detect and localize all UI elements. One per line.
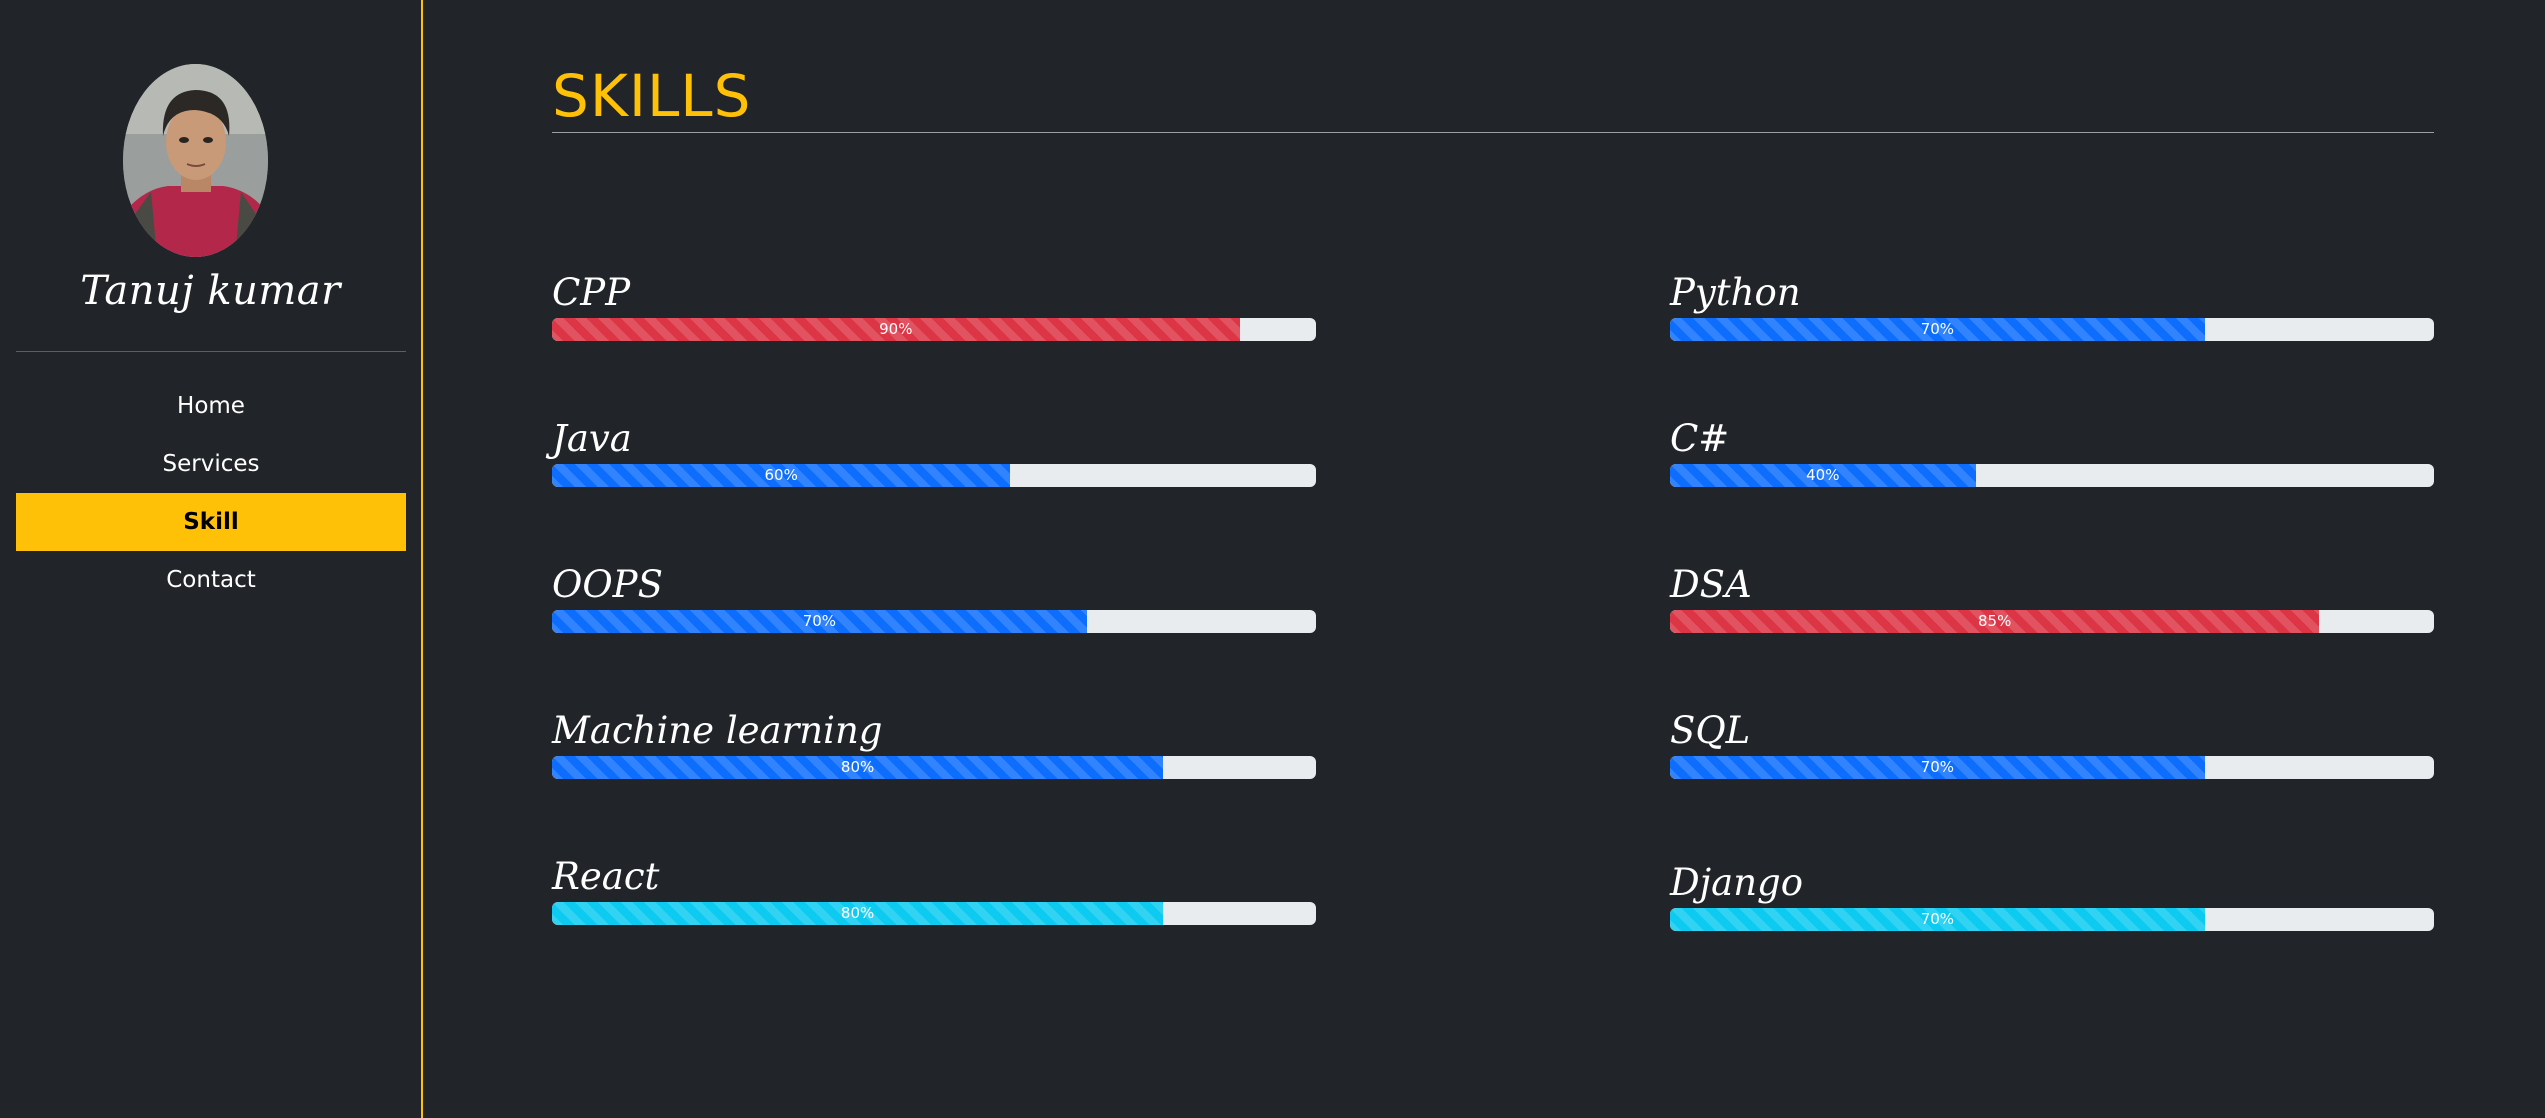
- skill-name: Python: [1670, 271, 1801, 314]
- progress-label: 70%: [1920, 758, 1955, 776]
- skill-item: Java 60%: [552, 414, 1316, 487]
- progress-fill: [552, 902, 1164, 925]
- progress-track: 85%: [1670, 610, 2434, 633]
- sidebar: Tanuj kumar Home Services Skill Contact: [0, 0, 423, 1118]
- progress-fill: [1670, 756, 2205, 779]
- skill-item: Machine learning 80%: [552, 706, 1316, 779]
- skill-name: React: [552, 855, 660, 898]
- progress-fill: [552, 756, 1164, 779]
- progress-label: 40%: [1806, 466, 1840, 484]
- progress-track: 70%: [1670, 756, 2434, 779]
- sidebar-nav: Home Services Skill Contact: [16, 377, 406, 609]
- progress-track: 70%: [1670, 908, 2434, 931]
- skill-name: Django: [1670, 861, 1803, 904]
- progress-fill: [552, 610, 1087, 633]
- page-title: SKILLS: [552, 62, 752, 130]
- progress-track: 90%: [552, 318, 1316, 341]
- progress-label: 80%: [840, 758, 875, 776]
- skill-name: SQL: [1670, 709, 1751, 752]
- progress-fill: [552, 464, 1011, 487]
- progress-label: 70%: [1920, 910, 1955, 928]
- progress-label: 85%: [1978, 612, 2012, 630]
- progress-fill: [1670, 610, 2320, 633]
- skill-name: OOPS: [552, 563, 663, 606]
- skill-item: Python 70%: [1670, 268, 2434, 341]
- profile-name: Tanuj kumar: [80, 268, 341, 314]
- skill-item: Django 70%: [1670, 858, 2434, 931]
- nav-item-skill[interactable]: Skill: [16, 493, 406, 551]
- profile-photo-icon: [123, 64, 268, 257]
- skill-item: C# 40%: [1670, 414, 2434, 487]
- progress-track: 70%: [1670, 318, 2434, 341]
- skill-name: Machine learning: [552, 709, 883, 752]
- progress-track: 40%: [1670, 464, 2434, 487]
- progress-fill: [1670, 318, 2205, 341]
- progress-track: 80%: [552, 902, 1316, 925]
- skill-name: C#: [1670, 417, 1730, 460]
- skill-name: Java: [552, 417, 632, 460]
- skill-item: DSA 85%: [1670, 560, 2434, 633]
- progress-track: 70%: [552, 610, 1316, 633]
- skill-item: CPP 90%: [552, 268, 1316, 341]
- nav-item-contact[interactable]: Contact: [166, 567, 256, 593]
- nav-item-home[interactable]: Home: [177, 393, 245, 419]
- progress-fill: [552, 318, 1240, 341]
- progress-fill: [1670, 908, 2205, 931]
- progress-label: 90%: [879, 320, 913, 338]
- skill-name: CPP: [552, 271, 631, 314]
- nav-item-services[interactable]: Services: [162, 451, 260, 477]
- progress-label: 70%: [802, 612, 837, 630]
- progress-track: 60%: [552, 464, 1316, 487]
- skill-item: SQL 70%: [1670, 706, 2434, 779]
- skill-item: OOPS 70%: [552, 560, 1316, 633]
- sidebar-divider: [16, 351, 406, 352]
- progress-fill: [1670, 464, 1976, 487]
- progress-label: 60%: [764, 466, 798, 484]
- progress-track: 80%: [552, 756, 1316, 779]
- title-divider: [552, 132, 2434, 133]
- avatar: [123, 64, 268, 257]
- progress-label: 70%: [1920, 320, 1955, 338]
- skill-name: DSA: [1670, 563, 1752, 606]
- progress-label: 80%: [840, 904, 875, 922]
- skill-item: React 80%: [552, 852, 1316, 925]
